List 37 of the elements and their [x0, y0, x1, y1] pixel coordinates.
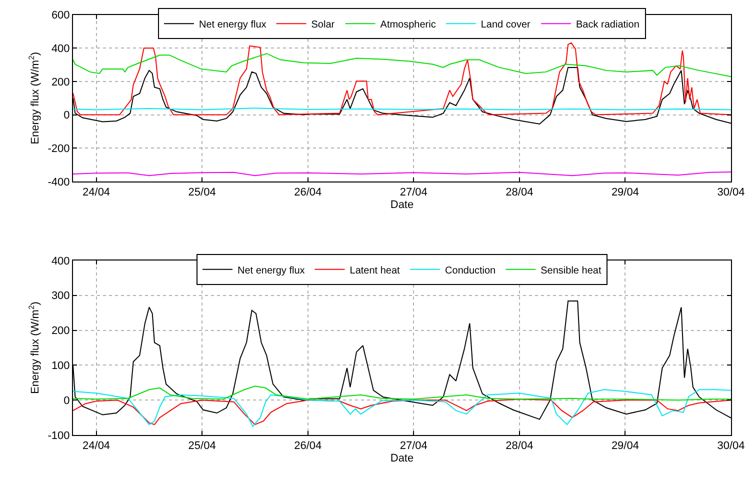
x-tick-label: 28/04 — [506, 440, 534, 452]
y-tick-label: 100 — [51, 360, 70, 372]
y-tick-label: 400 — [51, 255, 70, 268]
x-tick-label: 24/04 — [82, 440, 110, 452]
y-tick-label: 600 — [51, 10, 70, 22]
x-tick-label: 27/04 — [400, 440, 428, 452]
legend-label: Atmospheric — [380, 20, 436, 31]
y-tick-label: -100 — [48, 430, 70, 442]
x-tick-label: 29/04 — [611, 440, 639, 452]
legend-label: Net energy flux — [238, 265, 305, 276]
x-tick-label: 28/04 — [506, 186, 534, 199]
x-tick-label: 30/04 — [717, 186, 745, 199]
y-tick-label: -200 — [48, 142, 70, 155]
y-tick-label: 300 — [51, 290, 70, 302]
legend-label: Latent heat — [350, 265, 400, 276]
x-tick-label: 24/04 — [82, 186, 110, 199]
y-tick-label: 0 — [64, 110, 70, 122]
x-axis-title: Date — [390, 452, 414, 464]
y-tick-label: 0 — [64, 394, 70, 407]
legend-label: Land cover — [480, 20, 532, 31]
legend-label: Back radiation — [576, 20, 640, 31]
x-axis-title: Date — [390, 198, 414, 211]
legend-label: Sensible heat — [540, 265, 602, 276]
x-tick-label: 26/04 — [294, 440, 322, 452]
x-tick-label: 26/04 — [294, 186, 322, 199]
legend-label: Net energy flux — [199, 20, 266, 31]
y-tick-label: 200 — [51, 76, 70, 88]
legend-label: Conduction — [445, 265, 496, 276]
x-tick-label: 25/04 — [188, 440, 216, 452]
x-tick-label: 27/04 — [400, 186, 428, 199]
x-tick-label: 29/04 — [611, 186, 639, 199]
y-tick-label: -400 — [48, 176, 70, 188]
legend-label: Solar — [311, 20, 336, 31]
y-tick-label: 400 — [51, 42, 70, 55]
x-tick-label: 30/04 — [717, 440, 745, 452]
y-tick-label: 200 — [51, 325, 70, 338]
x-tick-label: 25/04 — [188, 186, 216, 199]
